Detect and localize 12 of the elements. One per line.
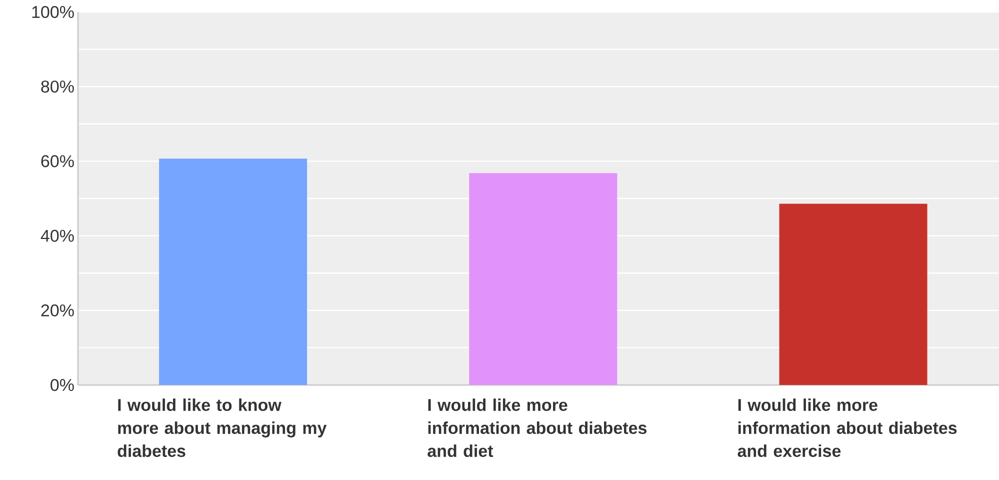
- y-tick-label: 100%: [32, 6, 74, 18]
- bar: [469, 173, 618, 385]
- x-tick-label: I would like more information about diabetes and diet: [428, 398, 647, 458]
- x-tick-label: I would like to know more about managing my diabetes: [118, 398, 327, 458]
- y-tick-label: 0%: [50, 378, 74, 392]
- x-tick-label: I would like more information about diabetes and exercise: [738, 398, 957, 458]
- y-tick-label: 60%: [41, 155, 74, 168]
- bar: [779, 204, 928, 385]
- bar: [159, 158, 308, 385]
- y-tick-label: 80%: [41, 80, 74, 93]
- y-tick-label: 20%: [41, 304, 74, 316]
- y-tick-label: 40%: [40, 230, 74, 242]
